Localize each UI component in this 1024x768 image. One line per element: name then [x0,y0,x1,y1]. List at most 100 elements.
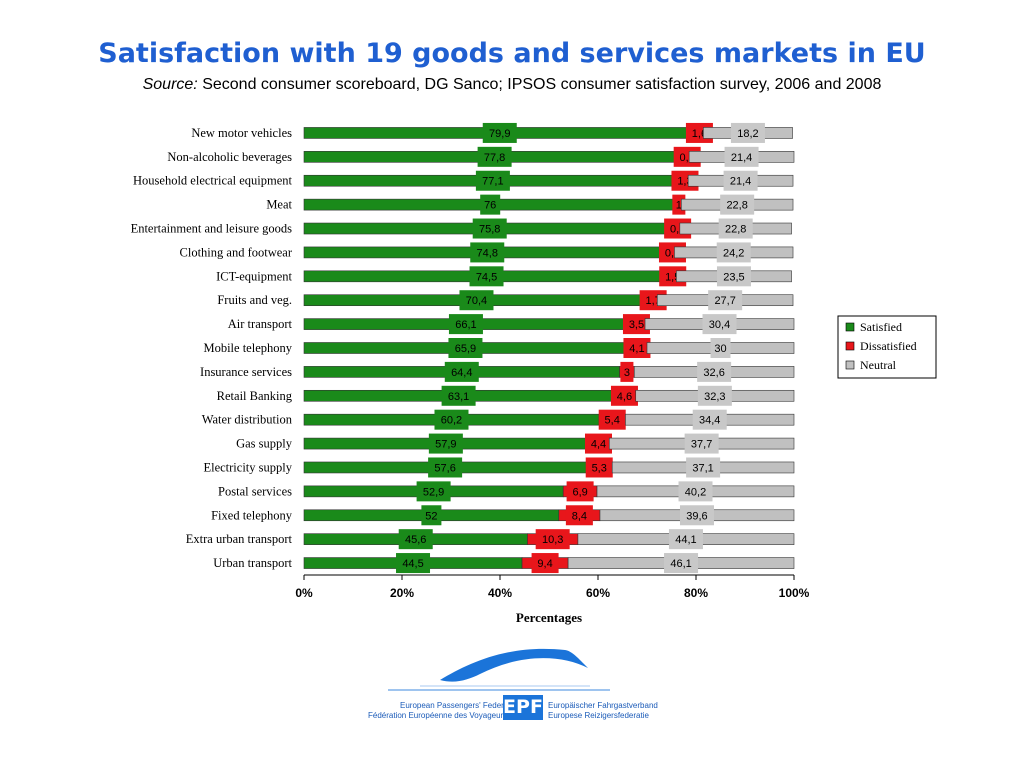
data-label-satisfied: 65,9 [455,343,476,355]
data-label-box-satisfied [416,481,451,502]
data-label-box-neutral [678,481,713,502]
category-label: Fixed telephony [211,508,293,522]
data-label-box-dissatisfied [566,481,594,502]
data-label-dissatisfied: 1,7 [645,295,660,307]
data-label-dissatisfied: 8,4 [572,510,587,522]
category-label: Air transport [228,317,293,331]
x-tick-label: 60% [586,586,610,600]
category-label: ICT-equipment [216,269,292,283]
data-label-neutral: 32,3 [704,391,725,403]
data-label-box-neutral [692,409,727,430]
data-label-neutral: 39,6 [686,510,707,522]
data-label-box-satisfied [428,457,463,478]
category-label: Gas supply [236,437,293,451]
data-label-satisfied: 64,4 [451,367,472,379]
category-label: Non-alcoholic beverages [167,150,292,164]
legend-label-dissatisfied: Dissatisfied [860,339,917,353]
data-label-satisfied: 77,1 [482,176,503,188]
category-label: Household electrical equipment [133,174,292,188]
data-label-satisfied: 76 [484,200,496,212]
data-label-neutral: 21,4 [731,152,752,164]
category-label: Extra urban transport [186,532,293,546]
data-label-box-satisfied [421,505,442,526]
data-label-neutral: 22,8 [725,224,746,236]
data-label-neutral: 30 [714,343,726,355]
data-label-box-satisfied [441,385,476,406]
data-label-satisfied: 77,8 [484,152,505,164]
category-label: Electricity supply [203,460,292,474]
data-label-box-satisfied [434,409,469,430]
data-label-satisfied: 45,6 [405,534,426,546]
category-label: Fruits and veg. [217,293,292,307]
data-label-box-satisfied [470,242,505,263]
data-label-satisfied: 57,9 [435,439,456,451]
category-label: Mobile telephony [203,341,292,355]
data-label-box-dissatisfied [565,505,593,526]
category-label: Entertainment and leisure goods [131,222,293,236]
data-label-satisfied: 75,8 [479,224,500,236]
source-text: Second consumer scoreboard, DG Sanco; IP… [197,76,882,93]
data-label-box-neutral [702,314,737,335]
data-label-dissatisfied: 1 [676,200,682,212]
data-label-box-dissatisfied [531,553,559,574]
x-tick-label: 100% [779,586,810,600]
data-label-box-satisfied [459,290,494,311]
data-label-neutral: 30,4 [709,319,730,331]
data-label-box-neutral [664,553,699,574]
logo-left-line1: European Passengers' Federation [400,701,522,710]
category-label: New motor vehicles [191,126,292,140]
data-label-neutral: 21,4 [730,176,751,188]
data-label-neutral: 18,2 [737,128,758,140]
epf-swoosh-icon [388,648,610,691]
data-label-box-dissatisfied [622,314,650,335]
data-label-dissatisfied: 5,3 [592,462,607,474]
legend-swatch-satisfied [845,322,855,332]
data-label-dissatisfied: 6,9 [572,486,587,498]
legend-swatch-neutral [845,360,855,370]
data-label-neutral: 34,4 [699,415,720,427]
data-label-dissatisfied: 4,1 [629,343,644,355]
data-label-box-dissatisfied [620,361,634,382]
legend-label-neutral: Neutral [860,358,897,372]
data-label-box-satisfied [448,338,483,358]
data-label-box-neutral [730,122,765,143]
data-label-box-neutral [668,529,703,550]
data-label-box-satisfied [428,433,463,454]
data-label-box-satisfied [398,529,433,550]
data-label-satisfied: 52 [425,510,437,522]
legend-box [837,315,937,379]
logo-right-line1: Europäischer Fahrgastverband [548,701,658,710]
data-label-dissatisfied: 3 [624,367,630,379]
x-tick-label: 40% [488,586,512,600]
epf-logo: European Passengers' Federation Fédérati… [360,632,680,732]
data-label-box-neutral [724,146,759,167]
data-label-neutral: 23,5 [723,271,744,283]
data-label-box-dissatisfied [598,409,626,430]
data-label-neutral: 44,1 [675,534,696,546]
data-label-box-dissatisfied [585,457,613,478]
source-line: Source: Second consumer scoreboard, DG S… [0,76,1024,94]
data-label-box-satisfied [396,553,431,574]
data-label-neutral: 22,8 [726,200,747,212]
category-label: Water distribution [202,413,293,427]
data-label-box-neutral [697,361,732,382]
data-label-satisfied: 74,5 [476,271,497,283]
data-label-neutral: 24,2 [723,247,744,259]
data-label-satisfied: 57,6 [434,462,455,474]
data-label-neutral: 37,1 [692,462,713,474]
data-label-box-satisfied [448,314,483,335]
logo-right-line2: Europese Reizigersfederatie [548,711,649,720]
data-label-box-dissatisfied [584,433,612,454]
data-label-box-satisfied [482,122,517,143]
data-label-box-neutral [720,194,755,215]
data-label-dissatisfied: 4,4 [591,439,606,451]
x-axis-title: Percentages [516,610,582,625]
data-label-satisfied: 44,5 [402,558,423,570]
data-label-dissatisfied: 9,4 [537,558,552,570]
data-label-box-neutral [679,505,714,526]
data-label-box-neutral [697,385,732,406]
data-label-box-dissatisfied [623,338,651,358]
data-label-dissatisfied: 5,4 [605,415,620,427]
data-label-box-satisfied [475,170,510,191]
data-label-dissatisfied: 10,3 [542,534,563,546]
